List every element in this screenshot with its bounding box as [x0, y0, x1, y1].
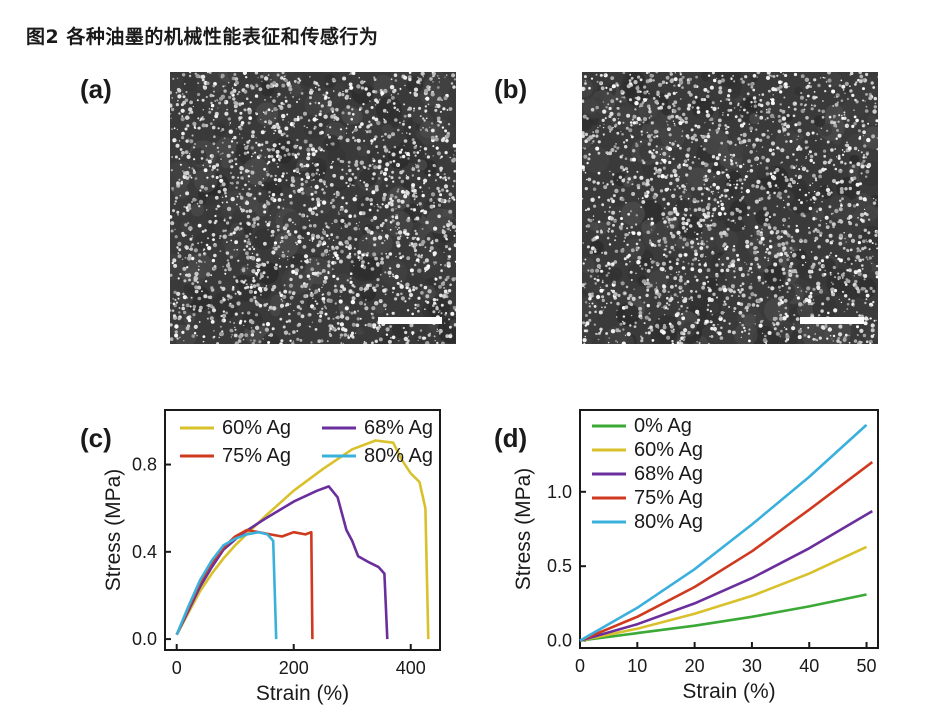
x-tick-label: 400	[396, 658, 426, 678]
legend-label: 60% Ag	[222, 417, 291, 439]
x-tick-label: 10	[627, 656, 647, 676]
x-tick-label: 30	[742, 656, 762, 676]
series-line-80-ag	[175, 530, 278, 640]
scale-bar	[800, 317, 864, 324]
plot-frame	[164, 409, 441, 651]
series-line-75-ag	[579, 461, 874, 642]
panel-label-b: (b)	[494, 74, 528, 104]
panel-label-d: (d)	[494, 423, 528, 453]
x-axis-title: Strain (%)	[256, 682, 349, 705]
x-tick-label: 40	[799, 656, 819, 676]
y-tick-label: 0.0	[547, 631, 572, 651]
y-tick-label: 0.8	[132, 455, 157, 475]
y-tick-label: 0.0	[132, 629, 157, 649]
series-line-0-ag	[579, 593, 867, 642]
chart-c: 0 200 400 0.0 0.4 0.8 Strain (%) Stress (MPa) 60…	[102, 409, 441, 705]
x-tick-label: 0	[575, 656, 585, 676]
panel-label-a: (a)	[80, 74, 112, 104]
chart-d: 0 10 20 30 40 50 0.0 0.5 1.0 Strain (%) Stress (MP…	[512, 409, 879, 703]
plot-frame	[579, 409, 879, 649]
y-axis-title: Stress (MPa)	[102, 469, 125, 592]
y-tick-label: 1.0	[547, 482, 572, 502]
series-line-60-ag	[175, 439, 430, 640]
legend-label: 0% Ag	[634, 415, 692, 437]
figure-caption: 图2 各种油墨的机械性能表征和传感行为	[26, 26, 379, 48]
panel-label-c: (c)	[80, 423, 112, 453]
series-line-60-ag	[579, 545, 868, 642]
legend-label: 75% Ag	[634, 487, 703, 509]
legend-label: 80% Ag	[364, 445, 433, 467]
x-tick-label: 50	[857, 656, 877, 676]
legend-label: 68% Ag	[634, 463, 703, 485]
legend-label: 68% Ag	[364, 417, 433, 439]
series-line-80-ag	[579, 423, 868, 642]
scale-bar	[378, 317, 442, 324]
legend-label: 75% Ag	[222, 445, 291, 467]
y-tick-label: 0.5	[547, 556, 572, 576]
series-line-68-ag	[579, 509, 873, 642]
y-axis-title: Stress (MPa)	[512, 468, 535, 591]
series-line-68-ag	[175, 485, 389, 640]
legend-label: 60% Ag	[634, 439, 703, 461]
x-axis-title: Strain (%)	[682, 680, 775, 703]
y-tick-label: 0.4	[132, 542, 157, 562]
x-tick-label: 20	[685, 656, 705, 676]
x-tick-label: 200	[279, 658, 309, 678]
x-tick-label: 0	[172, 658, 182, 678]
sem-image-a	[170, 72, 456, 344]
legend-label: 80% Ag	[634, 511, 703, 533]
sem-image-b	[582, 72, 878, 344]
